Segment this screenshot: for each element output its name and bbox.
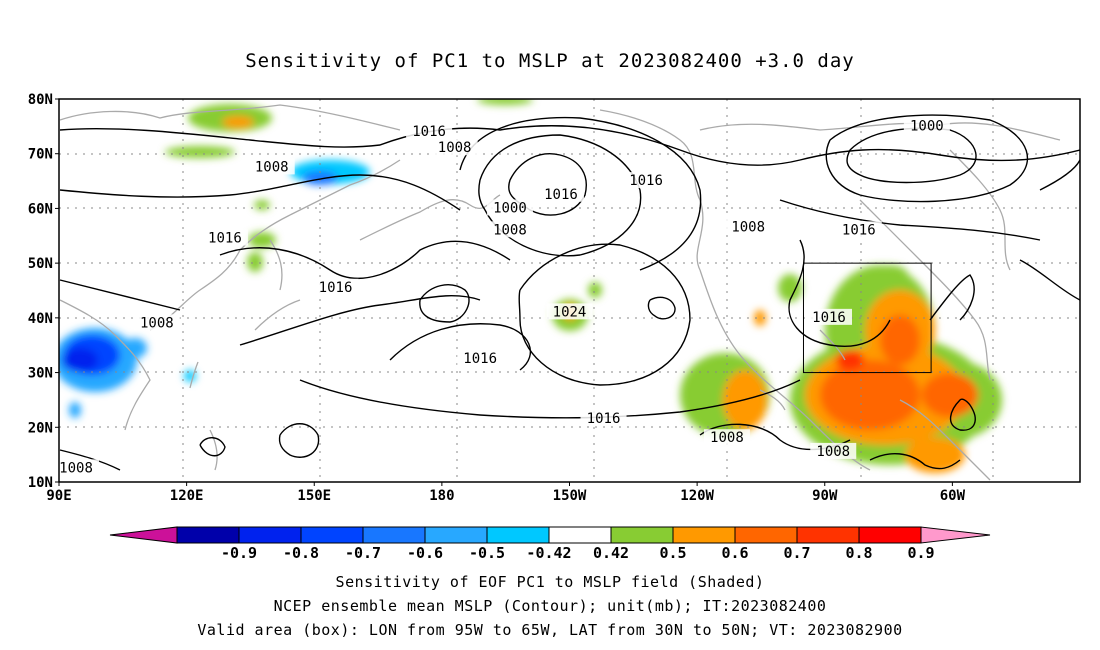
colorbar-label: -0.6 bbox=[407, 544, 443, 562]
contour-label: 1016 bbox=[208, 231, 242, 247]
contour-label: 1008 bbox=[731, 220, 765, 236]
longitude-axis: 90E 120E 150E 180 150W 120W 90W 60W bbox=[46, 482, 966, 504]
coastlines bbox=[59, 104, 1061, 481]
colorbar-swatch bbox=[858, 526, 922, 544]
lat-label: 50N bbox=[28, 256, 53, 272]
contour-label: 1016 bbox=[812, 310, 846, 326]
contour-label: 1008 bbox=[140, 315, 174, 331]
caption-line-1: Sensitivity of EOF PC1 to MSLP field (Sh… bbox=[335, 573, 765, 591]
chart-title: Sensitivity of PC1 to MSLP at 2023082400… bbox=[245, 50, 855, 72]
contour-label-bg bbox=[703, 429, 750, 446]
contour-label: 1016 bbox=[544, 187, 578, 203]
lon-label: 180 bbox=[429, 488, 454, 504]
colorbar-swatch bbox=[486, 526, 550, 544]
contour-label-bg bbox=[806, 308, 853, 325]
colorbar-label: 0.6 bbox=[721, 544, 748, 562]
contour-label: 1008 bbox=[710, 430, 744, 446]
sensitivity-shading bbox=[59, 99, 1002, 473]
contour-label-bg bbox=[725, 218, 772, 235]
lat-label: 60N bbox=[28, 201, 53, 217]
contour-label: 1008 bbox=[493, 222, 527, 238]
contour-label: 1016 bbox=[629, 173, 663, 189]
lon-label: 60W bbox=[940, 488, 966, 504]
lon-label: 90W bbox=[812, 488, 838, 504]
contour-label: 1016 bbox=[319, 280, 353, 296]
lat-label: 10N bbox=[28, 475, 53, 491]
lon-label: 150W bbox=[553, 488, 587, 504]
colorbar-under-triangle bbox=[109, 526, 178, 544]
contour-label-bg bbox=[903, 117, 950, 134]
contour-label: 1016 bbox=[463, 351, 497, 367]
colorbar-label: 0.9 bbox=[907, 544, 934, 562]
colorbar-label: -0.7 bbox=[345, 544, 381, 562]
caption-line-3: Valid area (box): LON from 95W to 65W, L… bbox=[197, 621, 903, 639]
contour-label-bg bbox=[431, 139, 478, 156]
contour-label: 1008 bbox=[255, 159, 289, 175]
colorbar-over-triangle bbox=[920, 526, 991, 544]
colorbar-label: -0.8 bbox=[283, 544, 319, 562]
latitude-axis: 80N 70N 60N 50N 40N 30N 20N 10N bbox=[28, 92, 59, 491]
colorbar-label: -0.42 bbox=[526, 544, 571, 562]
caption-line-2: NCEP ensemble mean MSLP (Contour); unit(… bbox=[273, 597, 827, 615]
contour-label: 1024 bbox=[553, 304, 587, 320]
contour-label-bg bbox=[133, 314, 180, 331]
colorbar-label: 0.7 bbox=[783, 544, 810, 562]
colorbar-swatch bbox=[734, 526, 798, 544]
contour-label-bg bbox=[537, 185, 584, 202]
colorbar-label: -0.9 bbox=[221, 544, 257, 562]
colorbar-swatch bbox=[300, 526, 364, 544]
colorbar-swatch bbox=[362, 526, 426, 544]
colorbar-label: 0.5 bbox=[659, 544, 686, 562]
colorbar-swatch bbox=[176, 526, 240, 544]
colorbar-swatch bbox=[424, 526, 488, 544]
contour-label-bg bbox=[59, 459, 100, 476]
contour-label-bg bbox=[580, 410, 627, 427]
contour-label-bg bbox=[406, 122, 453, 139]
colorbar: -0.9 -0.8 -0.7 -0.6 -0.5 -0.42 0.42 0.5 0.6 0.7 0.… bbox=[109, 526, 991, 562]
contour-label: 1016 bbox=[587, 411, 621, 427]
contour-label: 1008 bbox=[59, 460, 93, 476]
lat-label: 70N bbox=[28, 147, 53, 163]
contour-label: 1016 bbox=[842, 222, 876, 238]
contour-label: 1008 bbox=[816, 444, 850, 460]
lat-label: 40N bbox=[28, 311, 53, 327]
lon-label: 120E bbox=[170, 488, 204, 504]
contour-label: 1016 bbox=[412, 124, 446, 140]
lon-label: 120W bbox=[680, 488, 714, 504]
contour-label-bg bbox=[248, 158, 295, 175]
contour-label-bg bbox=[457, 349, 504, 366]
contour-label-bg bbox=[623, 172, 670, 189]
contour-label-bg bbox=[546, 303, 593, 320]
colorbar-swatch bbox=[238, 526, 302, 544]
colorbar-label: 0.8 bbox=[845, 544, 872, 562]
contour-label-bg bbox=[486, 221, 533, 238]
valid-area-box bbox=[802, 262, 932, 374]
contour-label: 1008 bbox=[438, 140, 472, 156]
colorbar-swatch bbox=[796, 526, 860, 544]
lat-label: 80N bbox=[28, 92, 53, 108]
mslp-contours bbox=[59, 114, 1080, 471]
contour-label: 1000 bbox=[493, 200, 527, 216]
colorbar-label: -0.5 bbox=[469, 544, 505, 562]
colorbar-label: 0.42 bbox=[593, 544, 629, 562]
colorbar-swatch bbox=[548, 526, 612, 544]
lon-label: 90E bbox=[46, 488, 71, 504]
lon-label: 150E bbox=[297, 488, 331, 504]
contour-label-bg bbox=[486, 199, 533, 216]
lat-label: 20N bbox=[28, 420, 53, 436]
contour-label-bg bbox=[201, 229, 248, 246]
contour-label: 1000 bbox=[910, 118, 944, 134]
colorbar-swatch bbox=[610, 526, 674, 544]
lat-label: 30N bbox=[28, 366, 53, 382]
contour-label-bg bbox=[312, 278, 359, 295]
contour-label-bg bbox=[810, 442, 857, 459]
contour-label-bg bbox=[835, 221, 882, 238]
colorbar-swatch bbox=[672, 526, 736, 544]
